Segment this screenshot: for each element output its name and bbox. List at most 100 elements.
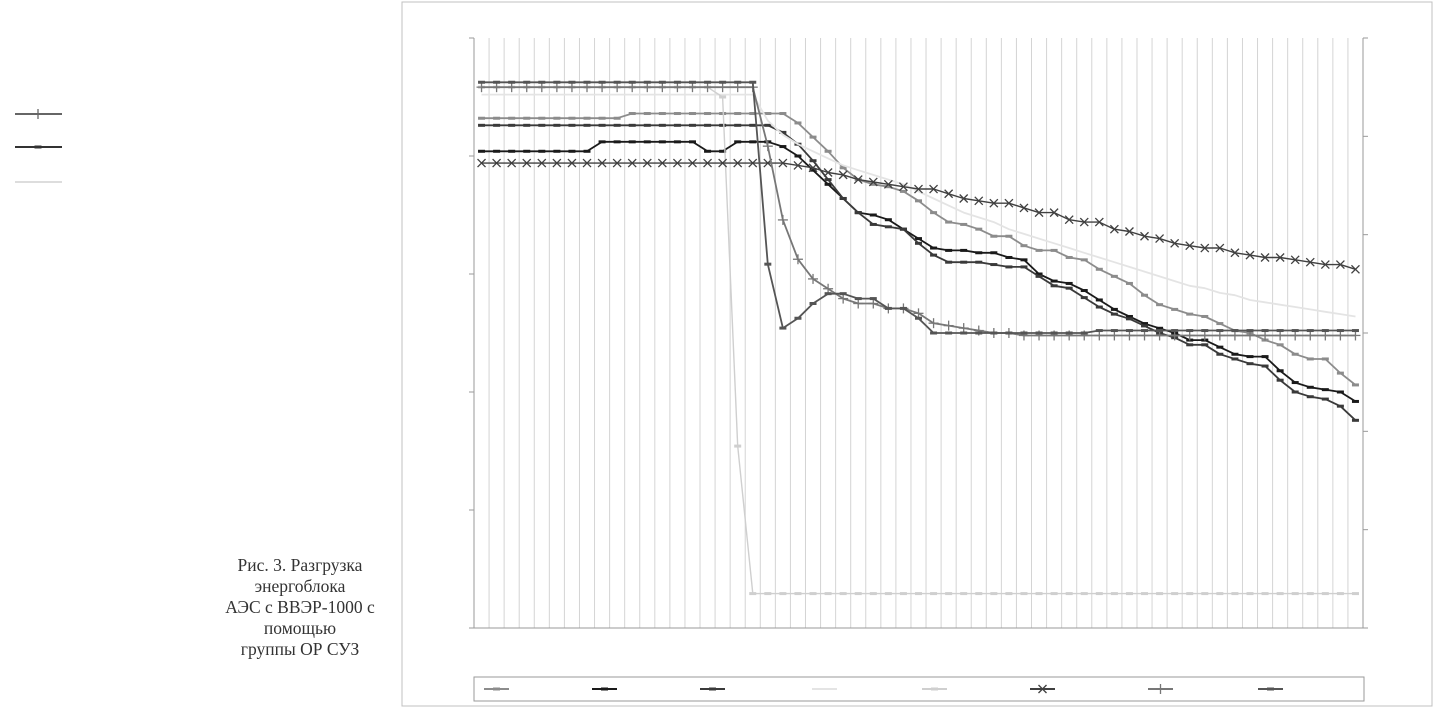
data-point-10-ор-суз (748, 158, 758, 168)
data-point-nik (627, 82, 638, 93)
data-point-10-ор-суз (1230, 248, 1240, 258)
data-point-nik (868, 298, 879, 309)
data-point-10-ор-суз (914, 184, 923, 194)
axes (469, 37, 1368, 629)
data-point-10-ор-суз (944, 189, 954, 199)
data-point-10-ор-суз (1140, 231, 1149, 241)
data-point-10-ор-суз (1185, 241, 1195, 251)
data-point-10-ор-суз (1004, 198, 1014, 208)
data-point-10-ор-суз (672, 158, 682, 168)
data-point-nik (928, 318, 939, 329)
data-point-10-ор-суз (929, 184, 939, 194)
data-point-10-ор-суз (883, 179, 893, 189)
series-nik (476, 82, 1361, 341)
series-line-ned (481, 81, 1356, 334)
series-ned (478, 80, 1359, 335)
series-10-ор-суз (477, 158, 1360, 274)
chart-legend (484, 684, 1283, 694)
data-point-nik (808, 273, 819, 284)
data-point-10-ор-суз (793, 160, 803, 170)
data-point-nik (1244, 330, 1255, 341)
data-point-nik (1139, 330, 1150, 341)
data-point-10-ор-суз (718, 158, 728, 168)
chart-frame (401, 1, 1433, 707)
data-point-10-ор-суз (567, 158, 577, 168)
data-point-10-ор-суз (1019, 203, 1029, 213)
legend-marker (1155, 684, 1166, 694)
series-line-ya31t27 (481, 124, 1357, 421)
data-point-10-ор-суз (1034, 208, 1044, 218)
series-line-10-ор-суз (481, 162, 1356, 270)
legend-marker (1038, 684, 1047, 694)
data-point-nik (717, 82, 728, 93)
data-point-nik (1290, 330, 1301, 341)
data-point-10-ор-суз (642, 158, 652, 168)
data-point-nik (521, 82, 532, 93)
series-line-ya41t27 (481, 93, 1356, 318)
data-point-10-ор-суз (1335, 260, 1345, 270)
data-point-nik (536, 82, 547, 93)
data-point-10-ор-суз (537, 158, 547, 168)
data-point-nik (642, 82, 653, 93)
figure-caption: Рис. 3. Разгрузка энергоблока АЭС с ВВЭР… (200, 555, 400, 660)
data-point-10-ор-суз (1124, 227, 1134, 236)
data-point-10-ор-суз (612, 158, 622, 168)
data-point-10-ор-суз (1305, 257, 1315, 267)
data-point-10-ор-суз (823, 168, 833, 177)
data-point-nik (1184, 330, 1195, 341)
data-point-10-ор-суз (1245, 250, 1255, 260)
caption-line-2: АЭС с ВВЭР-1000 с помощью (225, 597, 375, 638)
data-point-nik (1275, 330, 1286, 341)
side-legend-item-1 (15, 109, 62, 119)
data-point-10-ор-суз (1064, 215, 1074, 225)
legend-item-nik (1148, 684, 1173, 694)
data-point-10-ор-суз (657, 158, 667, 168)
data-point-nik (597, 82, 608, 93)
data-point-nik (1350, 330, 1361, 341)
data-point-10-ор-суз (703, 158, 713, 168)
data-point-10-ор-суз (1200, 243, 1210, 253)
data-point-nik (958, 323, 969, 334)
data-point-nik (551, 82, 562, 93)
data-point-10-ор-суз (1215, 243, 1225, 253)
series-ya21t27 (478, 140, 1359, 403)
data-point-nik (762, 141, 773, 152)
data-point-10-ор-суз (627, 158, 637, 168)
data-point-nik (1305, 330, 1316, 341)
data-point-10-ор-суз (597, 158, 607, 168)
data-point-nik (476, 82, 487, 93)
data-point-10-ор-суз (778, 158, 788, 168)
data-point-10-ор-суз (492, 158, 502, 168)
data-point-10-ор-суз (959, 194, 969, 203)
series-ya11t27 (478, 112, 1359, 387)
caption-line-1: Рис. 3. Разгрузка энергоблока (237, 555, 363, 596)
data-point-10-ор-суз (552, 158, 562, 168)
data-point-nik (777, 214, 788, 225)
data-point-10-ор-суз (1049, 208, 1059, 218)
data-point-10-ор-суз (1290, 255, 1300, 265)
data-point-10-ор-суз (582, 158, 592, 168)
data-point-nik (1335, 330, 1346, 341)
data-point-nik (943, 320, 954, 331)
data-point-10-ор-суз (868, 177, 878, 187)
data-point-10-ор-суз (1094, 217, 1104, 227)
data-point-10-ор-суз (1275, 253, 1285, 262)
data-point-10-ор-суз (853, 175, 863, 185)
data-point-nik (913, 308, 924, 319)
data-point-10-ор-суз (808, 163, 818, 173)
data-point-nik (732, 82, 743, 93)
data-point-10-ор-суз (1351, 264, 1360, 274)
series-line-ya21t27 (481, 140, 1356, 403)
data-point-nik (702, 82, 713, 93)
data-point-nik (612, 82, 623, 93)
side-legend-marker (33, 109, 43, 119)
data-point-nik (1154, 330, 1165, 341)
data-point-10-ор-суз (989, 198, 999, 208)
series-ya41t27 (481, 93, 1356, 318)
data-point-10-ор-суз (838, 170, 848, 180)
data-point-nik (1229, 330, 1240, 341)
data-point-10-ор-суз (1260, 253, 1270, 262)
data-point-nik (687, 82, 698, 93)
series-group (476, 80, 1361, 596)
